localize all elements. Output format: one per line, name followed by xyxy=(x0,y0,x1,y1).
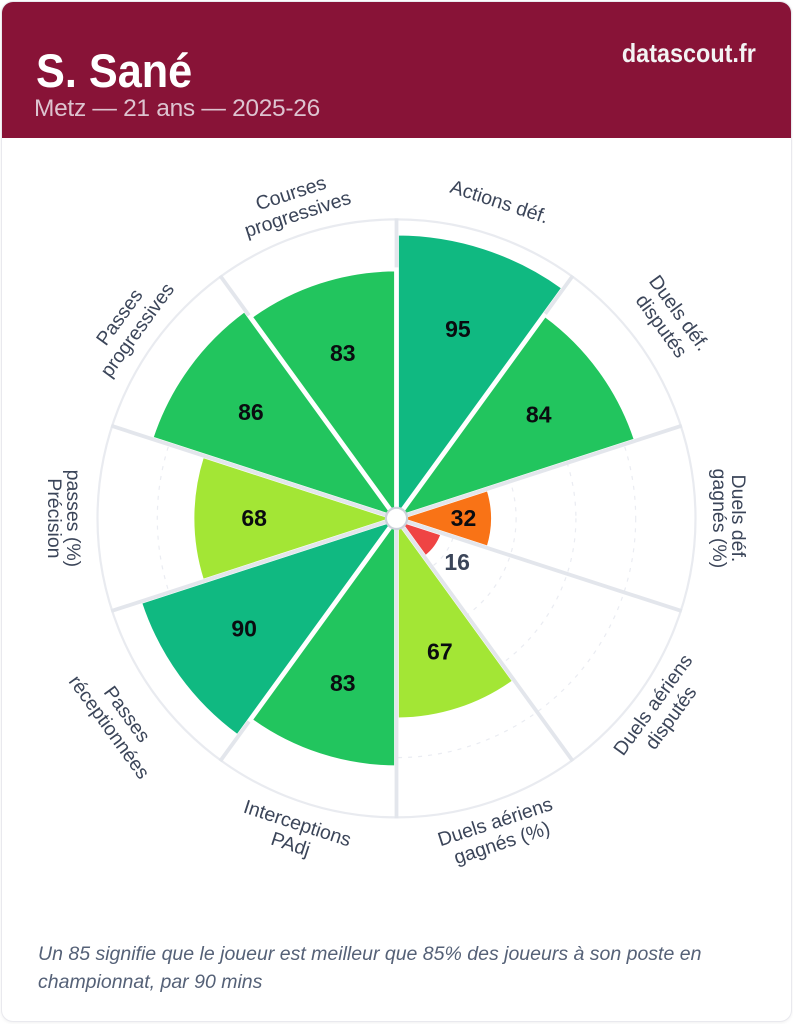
svg-text:84: 84 xyxy=(526,402,552,428)
svg-text:gagnés (%): gagnés (%) xyxy=(708,469,730,569)
svg-text:68: 68 xyxy=(241,505,267,531)
svg-text:90: 90 xyxy=(231,616,257,642)
svg-text:83: 83 xyxy=(330,340,356,366)
svg-text:86: 86 xyxy=(238,399,264,425)
svg-text:Précision: Précision xyxy=(43,478,65,558)
svg-text:32: 32 xyxy=(451,505,477,531)
svg-text:passes (%): passes (%) xyxy=(62,470,84,568)
svg-text:95: 95 xyxy=(445,316,471,342)
svg-text:67: 67 xyxy=(427,638,453,664)
svg-text:Actions déf.: Actions déf. xyxy=(447,176,551,228)
svg-text:83: 83 xyxy=(330,670,356,696)
svg-text:Duels déf.: Duels déf. xyxy=(727,474,749,562)
svg-text:16: 16 xyxy=(444,549,470,575)
